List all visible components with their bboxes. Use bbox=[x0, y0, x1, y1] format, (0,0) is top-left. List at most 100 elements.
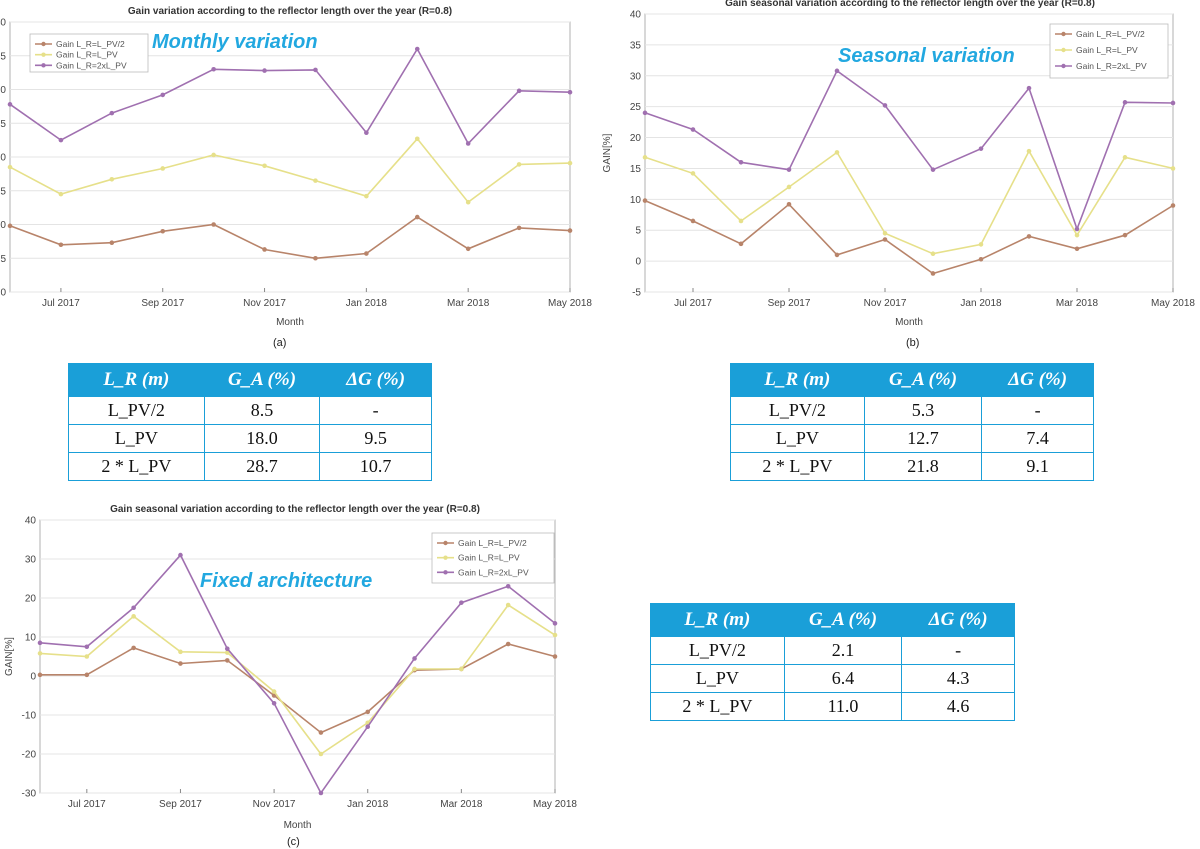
table-row: L_PV 12.7 7.4 bbox=[730, 424, 1094, 453]
cell: 2 * L_PV bbox=[650, 692, 785, 721]
gain-table-monthly: L_R (m) G_A (%) ΔG (%) L_PV/2 8.5- L_PV 18… bbox=[68, 363, 432, 481]
data-point bbox=[882, 103, 888, 108]
y-tick-label: 10 bbox=[630, 195, 642, 206]
x-tick-label: Jul 2017 bbox=[68, 799, 106, 810]
data-point bbox=[642, 155, 648, 160]
cell: 10.7 bbox=[319, 452, 432, 481]
data-point bbox=[224, 658, 230, 663]
y-tick-label: 15 bbox=[630, 164, 642, 175]
overlay-annotation: Seasonal variation bbox=[838, 45, 1015, 67]
y-tick-label: 40 bbox=[0, 18, 6, 29]
data-point bbox=[7, 102, 13, 107]
data-point bbox=[224, 650, 230, 655]
y-tick-label: 15 bbox=[0, 186, 6, 197]
data-point bbox=[505, 602, 511, 608]
header-ga: G_A (%) bbox=[203, 363, 321, 397]
data-point bbox=[1122, 155, 1128, 160]
cell: 4.3 bbox=[901, 664, 1015, 693]
legend-marker bbox=[41, 52, 46, 57]
data-point bbox=[131, 614, 136, 619]
overlay-annotation: Fixed architecture bbox=[200, 570, 372, 592]
y-axis-label: GAIN[%] bbox=[602, 133, 613, 172]
x-tick-label: Nov 2017 bbox=[253, 799, 296, 810]
legend-label: Gain L_R=L_PV/2 bbox=[1076, 29, 1145, 39]
data-point bbox=[516, 225, 522, 231]
data-point bbox=[58, 191, 64, 197]
data-point bbox=[7, 164, 13, 170]
x-tick-label: Sep 2017 bbox=[768, 298, 811, 309]
legend-marker bbox=[1061, 31, 1066, 37]
data-point bbox=[505, 641, 511, 647]
data-point bbox=[109, 110, 115, 116]
legend-marker bbox=[41, 41, 46, 47]
data-point bbox=[131, 605, 136, 611]
series-line bbox=[40, 643, 556, 734]
data-point bbox=[178, 552, 183, 558]
data-point bbox=[738, 241, 744, 247]
data-point bbox=[262, 247, 267, 252]
data-point bbox=[109, 240, 115, 246]
data-point bbox=[690, 127, 696, 132]
cell: 7.4 bbox=[981, 424, 1094, 453]
data-point bbox=[364, 130, 369, 135]
table-row: L_PV 18.0 9.5 bbox=[68, 424, 432, 453]
chart-title: Gain seasonal variation according to the… bbox=[110, 504, 480, 515]
data-point bbox=[414, 214, 420, 220]
data-point bbox=[318, 751, 324, 757]
table-row: L_PV/2 2.1- bbox=[650, 636, 1015, 665]
data-point bbox=[690, 171, 696, 176]
data-point bbox=[882, 237, 888, 242]
y-tick-label: 35 bbox=[0, 51, 6, 62]
data-point bbox=[211, 66, 216, 72]
data-point bbox=[516, 162, 522, 167]
cell: 2.1 bbox=[783, 636, 903, 665]
header-lr: L_R (m) bbox=[730, 363, 865, 397]
y-tick-label: -20 bbox=[22, 750, 37, 761]
data-point bbox=[37, 640, 43, 646]
table-row: L_PV/2 5.3- bbox=[730, 396, 1094, 425]
table-row: 2 * L_PV 21.8 9.1 bbox=[730, 452, 1094, 481]
cell: 6.4 bbox=[783, 664, 903, 693]
gain-table-seasonal: L_R (m) G_A (%) ΔG (%) L_PV/2 5.3- L_PV 12… bbox=[730, 363, 1094, 481]
data-point bbox=[313, 67, 318, 73]
series-line bbox=[39, 553, 556, 795]
series-line bbox=[644, 69, 1174, 232]
cell: 2 * L_PV bbox=[730, 452, 865, 481]
data-point bbox=[978, 146, 984, 151]
series-line bbox=[9, 216, 571, 260]
cell: 11.0 bbox=[783, 692, 903, 721]
data-point bbox=[786, 201, 792, 207]
x-axis-label: Month bbox=[284, 820, 312, 831]
legend-label: Gain L_R=L_PV bbox=[458, 553, 520, 563]
x-tick-label: Sep 2017 bbox=[141, 298, 184, 309]
data-point bbox=[505, 584, 511, 589]
y-tick-label: 20 bbox=[630, 133, 642, 144]
header-dg: ΔG (%) bbox=[981, 363, 1094, 397]
data-point bbox=[160, 228, 166, 234]
data-point bbox=[465, 199, 471, 205]
data-point bbox=[364, 251, 369, 256]
series-line bbox=[39, 603, 556, 756]
y-tick-label: 30 bbox=[0, 85, 6, 96]
data-point bbox=[465, 246, 471, 252]
data-point bbox=[738, 159, 744, 165]
cell: 9.1 bbox=[981, 452, 1094, 481]
x-tick-label: Jan 2018 bbox=[347, 799, 389, 810]
data-point bbox=[160, 166, 166, 171]
legend-label: Gain L_R=2xL_PV bbox=[56, 60, 127, 70]
y-tick-label: -30 bbox=[22, 789, 37, 800]
data-point bbox=[58, 137, 64, 143]
data-point bbox=[178, 649, 183, 655]
data-point bbox=[271, 689, 277, 694]
legend-label: Gain L_R=L_PV bbox=[1076, 45, 1138, 55]
data-point bbox=[262, 163, 267, 169]
caption-a: (a) bbox=[273, 337, 287, 349]
chart-title: Gain seasonal variation according to the… bbox=[725, 0, 1095, 9]
y-tick-label: 30 bbox=[25, 555, 37, 566]
y-tick-label: 0 bbox=[30, 672, 36, 683]
legend-box bbox=[1049, 23, 1169, 79]
data-point bbox=[930, 271, 936, 276]
data-point bbox=[738, 218, 744, 224]
legend-marker bbox=[1061, 63, 1066, 69]
data-point bbox=[1074, 246, 1080, 252]
